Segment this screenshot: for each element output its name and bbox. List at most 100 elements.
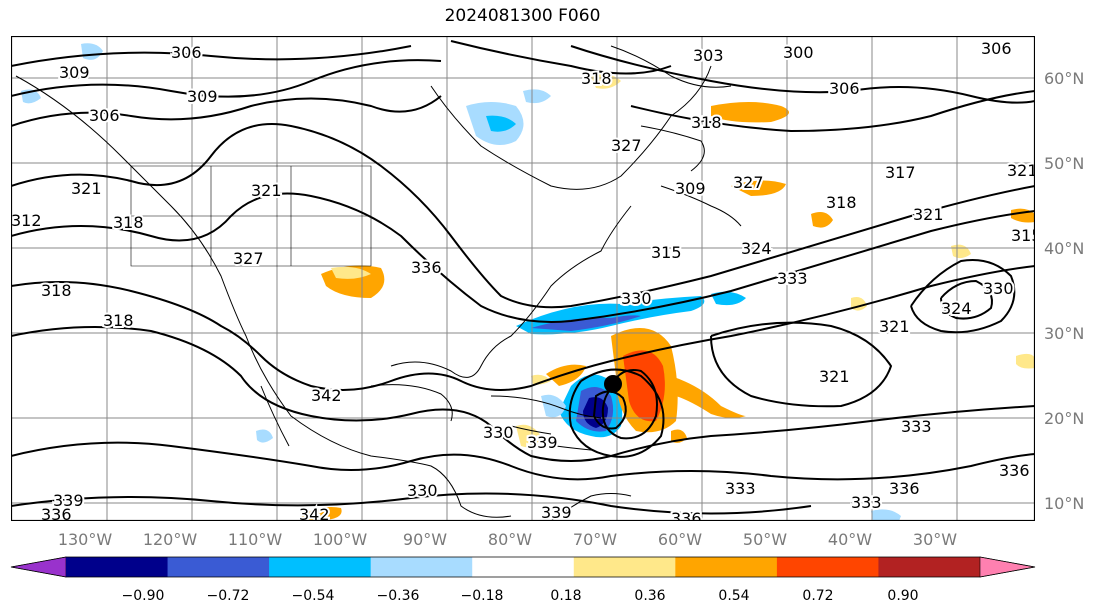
contour-label: 300 xyxy=(783,43,814,62)
colorbar-outline xyxy=(10,556,1036,578)
contour-label: 321 xyxy=(879,317,910,336)
contour-label: 318 xyxy=(581,69,612,88)
contour-label: 309 xyxy=(187,87,218,106)
contour-label: 330 xyxy=(983,279,1014,298)
contour-label: 306 xyxy=(981,39,1012,58)
colorbar-extend-max xyxy=(979,556,1036,578)
colorbar-segment xyxy=(675,557,778,577)
lat-label: 60°N xyxy=(1044,69,1084,88)
contour-label: 321 xyxy=(913,205,944,224)
colorbar-tick: −0.54 xyxy=(292,588,335,604)
contour-label: 336 xyxy=(671,509,702,521)
contour-label: 318 xyxy=(691,113,722,132)
lon-label: 50°W xyxy=(743,530,787,549)
contour-labels: 306 309 303 300 306 318 309 306 306 318 … xyxy=(11,37,1035,521)
contour-label: 342 xyxy=(311,386,342,405)
colorbar-segment xyxy=(167,557,270,577)
colorbar-tick: −0.90 xyxy=(122,588,165,604)
colorbar-segment xyxy=(878,557,981,577)
contour-label: 339 xyxy=(541,503,572,521)
contour-label: 315 xyxy=(651,243,682,262)
graticule xyxy=(11,36,1035,521)
contour-label: 306 xyxy=(89,106,120,125)
contour-label: 318 xyxy=(41,281,72,300)
colorbar-segment xyxy=(370,557,473,577)
contour-label: 336 xyxy=(999,461,1030,480)
longitude-labels: 130°W 120°W 110°W 100°W 90°W 80°W 70°W 6… xyxy=(58,530,957,549)
latitude-labels: 60°N 50°N 40°N 30°N 20°N 10°N xyxy=(1044,69,1084,513)
contour-label: 321 xyxy=(1007,161,1035,180)
lat-label: 10°N xyxy=(1044,494,1084,513)
contour-label: 339 xyxy=(527,433,558,452)
lon-label: 130°W xyxy=(58,530,113,549)
colorbar-ticks: −0.90 −0.72 −0.54 −0.36 −0.18 0.18 0.36 … xyxy=(122,588,919,604)
storm-center-marker xyxy=(604,375,622,393)
contour-label: 330 xyxy=(483,423,514,442)
lon-label: 90°W xyxy=(403,530,447,549)
contour-label: 336 xyxy=(41,505,72,521)
colorbar-tick: 0.18 xyxy=(550,588,581,604)
lon-label: 100°W xyxy=(313,530,368,549)
contour-lines xyxy=(11,40,1035,515)
colorbar-segments xyxy=(10,556,1036,578)
colorbar-segment xyxy=(472,557,575,577)
lon-label: 120°W xyxy=(143,530,198,549)
lon-label: 30°W xyxy=(913,530,957,549)
colorbar-extend-min xyxy=(10,556,67,578)
colorbar: −0.90 −0.72 −0.54 −0.36 −0.18 0.18 0.36 … xyxy=(10,556,1036,604)
contour-label: 321 xyxy=(251,181,282,200)
colorbar-segment xyxy=(66,557,169,577)
contour-label: 312 xyxy=(11,211,42,230)
coastlines xyxy=(15,45,742,521)
contour-label: 306 xyxy=(171,43,202,62)
lat-label: 50°N xyxy=(1044,154,1084,173)
map-frame xyxy=(11,36,1035,521)
lon-label: 40°W xyxy=(828,530,872,549)
contour-label: 315 xyxy=(1011,226,1035,245)
colorbar-tick: −0.72 xyxy=(207,588,250,604)
colorbar-tick: −0.18 xyxy=(461,588,504,604)
contour-label: 342 xyxy=(299,505,330,521)
lat-label: 20°N xyxy=(1044,409,1084,428)
colorbar-tick: 0.54 xyxy=(718,588,749,604)
contour-label: 336 xyxy=(889,479,920,498)
contour-label: 318 xyxy=(826,193,857,212)
lat-label: 30°N xyxy=(1044,324,1084,343)
contour-label: 330 xyxy=(407,481,438,500)
lon-label: 80°W xyxy=(488,530,532,549)
colorbar-tick: 0.72 xyxy=(802,588,833,604)
contour-label: 333 xyxy=(901,417,932,436)
contour-label: 336 xyxy=(411,258,442,277)
colorbar-segment xyxy=(269,557,372,577)
colorbar-segment xyxy=(776,557,879,577)
contour-label: 330 xyxy=(621,289,652,308)
lon-label: 110°W xyxy=(228,530,283,549)
weather-map: 306 309 303 300 306 318 309 306 306 318 … xyxy=(11,36,1035,521)
contour-label: 309 xyxy=(59,63,90,82)
contour-label: 318 xyxy=(103,311,134,330)
colorbar-tick: −0.36 xyxy=(377,588,420,604)
colorbar-tick: 0.90 xyxy=(887,588,918,604)
contour-label: 303 xyxy=(693,46,724,65)
contour-label: 324 xyxy=(741,239,772,258)
colorbar-tick: 0.36 xyxy=(634,588,665,604)
contour-label: 327 xyxy=(733,173,764,192)
contour-label: 321 xyxy=(819,367,850,386)
contour-label: 309 xyxy=(675,179,706,198)
contour-label: 318 xyxy=(113,213,144,232)
contour-label: 317 xyxy=(885,163,916,182)
lon-label: 70°W xyxy=(573,530,617,549)
contour-label: 339 xyxy=(53,491,84,510)
lat-label: 40°N xyxy=(1044,239,1084,258)
contour-label: 333 xyxy=(777,269,808,288)
lon-label: 60°W xyxy=(658,530,702,549)
contour-label: 327 xyxy=(611,136,642,155)
contour-label: 324 xyxy=(941,299,972,318)
colorbar-segment xyxy=(573,557,676,577)
contour-label: 333 xyxy=(851,493,882,512)
contour-label: 333 xyxy=(725,479,756,498)
contour-label: 306 xyxy=(829,79,860,98)
contour-label: 321 xyxy=(71,179,102,198)
map-title: 2024081300 F060 xyxy=(444,6,601,26)
contour-label: 327 xyxy=(233,249,264,268)
